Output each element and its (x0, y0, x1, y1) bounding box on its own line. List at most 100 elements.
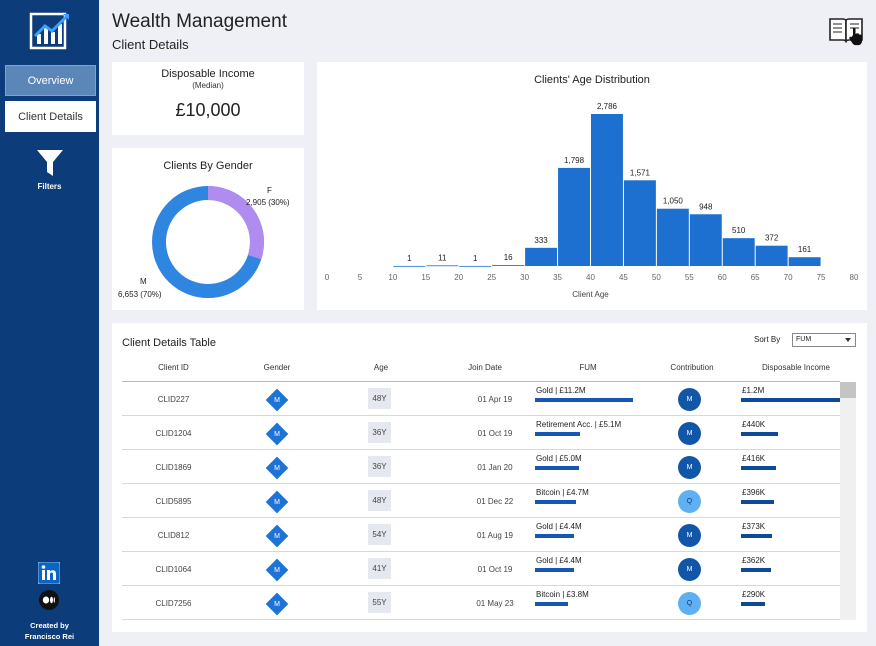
sort-by-dropdown[interactable]: FUM (792, 333, 856, 347)
join-date-cell: 01 Oct 19 (477, 565, 513, 574)
table-row[interactable]: CLID7256 M 55Y 01 May 23 Bitcoin | £3.8M Q £29… (122, 586, 840, 620)
fum-cell: Gold | £4.4M (536, 522, 582, 531)
table-scrollbar[interactable] (840, 382, 856, 620)
join-date-cell: 01 Jan 20 (477, 463, 513, 472)
gender-cell: M (274, 532, 280, 540)
author-credit: Created by Francisco Rei (0, 620, 99, 642)
filter-funnel-icon (36, 150, 63, 176)
disposable-income-bar (741, 500, 774, 504)
fum-cell: Retirement Acc. | £5.1M (536, 420, 622, 429)
sort-by-value: FUM (796, 336, 812, 343)
x-tick-label: 80 (850, 273, 859, 282)
client-id-cell: CLID5895 (155, 497, 192, 506)
nav-overview-button[interactable]: Overview (5, 65, 96, 96)
contribution-badge: M (678, 388, 701, 411)
age-bar[interactable] (591, 114, 623, 266)
fum-cell: Gold | £5.0M (536, 454, 582, 463)
join-date-cell: 01 Apr 19 (477, 395, 513, 404)
disposable-income-bar (741, 602, 765, 606)
age-cell: 36Y (368, 422, 391, 443)
x-tick-label: 0 (325, 273, 330, 282)
contribution-badge: M (678, 524, 701, 547)
gender-cell: M (274, 396, 280, 404)
fum-bar (535, 534, 574, 538)
age-cell: 55Y (368, 592, 391, 613)
contribution-badge: Q (678, 592, 701, 615)
contribution-badge: M (678, 558, 701, 581)
gender-card-title: Clients By Gender (163, 160, 253, 172)
age-bar-label: 372 (765, 234, 779, 243)
income-card-subtitle: (Median) (192, 81, 224, 90)
filters-label: Filters (37, 182, 62, 191)
x-tick-label: 30 (520, 273, 529, 282)
age-bar-label: 2,786 (597, 102, 618, 111)
linkedin-icon[interactable] (37, 561, 61, 585)
join-date-cell: 01 May 23 (476, 599, 514, 608)
age-bar-label: 1 (407, 254, 412, 263)
sidebar: Overview Client Details Filters Created … (0, 0, 99, 646)
contribution-badge: M (678, 456, 701, 479)
age-bar[interactable] (656, 208, 689, 266)
page-subtitle: Client Details (112, 37, 189, 52)
age-bar[interactable] (558, 167, 590, 266)
income-card-title: Disposable Income (161, 68, 255, 80)
x-tick-label: 5 (358, 273, 363, 282)
fum-bar (535, 500, 576, 504)
table-row[interactable]: CLID1064 M 41Y 01 Oct 19 Gold | £4.4M M £362K (122, 552, 840, 586)
medium-icon[interactable] (38, 589, 60, 611)
fum-bar (535, 466, 579, 470)
age-bar[interactable] (426, 265, 459, 267)
client-id-cell: CLID1204 (155, 429, 192, 438)
age-bar[interactable] (755, 245, 788, 266)
gender-cell: M (274, 566, 280, 574)
age-bar[interactable] (393, 265, 426, 267)
age-bar-label: 333 (534, 236, 548, 245)
table-row[interactable]: CLID1204 M 36Y 01 Oct 19 Retirement Acc. | £… (122, 416, 840, 450)
age-bar[interactable] (722, 238, 755, 266)
table-scrollbar-thumb[interactable] (840, 382, 856, 398)
client-id-cell: CLID227 (157, 395, 190, 404)
x-axis-label: Client Age (572, 290, 609, 299)
donut-slice-f[interactable] (152, 186, 264, 298)
disposable-income-cell: £373K (742, 522, 766, 531)
disposable-income-card: Disposable Income (Median) £10,000 (112, 62, 304, 135)
gender-cell: M (274, 464, 280, 472)
gender-m-letter: M (140, 277, 147, 286)
age-cell: 48Y (368, 490, 391, 511)
credit-line-1: Created by (30, 621, 69, 630)
x-tick-label: 35 (553, 273, 562, 282)
age-bar-label: 1,050 (663, 197, 684, 206)
table-row[interactable]: CLID812 M 54Y 01 Aug 19 Gold | £4.4M M £373K (122, 518, 840, 552)
table-row[interactable]: CLID5895 M 48Y 01 Dec 22 Bitcoin | £4.7M Q £39… (122, 484, 840, 518)
fum-cell: Gold | £11.2M (536, 386, 586, 395)
disposable-income-cell: £416K (742, 454, 766, 463)
age-bar[interactable] (689, 214, 722, 266)
filters-button[interactable]: Filters (0, 148, 99, 191)
col-header-disposable-income: Disposable Income (761, 363, 831, 372)
x-tick-label: 60 (718, 273, 727, 282)
age-bar[interactable] (623, 180, 656, 266)
fum-cell: Bitcoin | £3.8M (536, 590, 589, 599)
col-header-age: Age (373, 363, 389, 372)
age-bar[interactable] (525, 247, 558, 266)
x-tick-label: 40 (586, 273, 595, 282)
age-bar[interactable] (788, 257, 821, 266)
fum-bar (535, 568, 574, 572)
nav-client-details-label: Client Details (18, 110, 83, 123)
x-tick-label: 15 (421, 273, 430, 282)
disposable-income-bar (741, 466, 776, 470)
age-bar[interactable] (459, 265, 492, 267)
sort-by-label: Sort By (754, 335, 781, 344)
book-pointer-icon[interactable] (826, 15, 866, 49)
disposable-income-bar (741, 568, 771, 572)
nav-client-details-button[interactable]: Client Details (5, 101, 96, 132)
fum-cell: Bitcoin | £4.7M (536, 488, 589, 497)
join-date-cell: 01 Oct 19 (477, 429, 513, 438)
age-bar[interactable] (492, 265, 525, 266)
table-row[interactable]: CLID1869 M 36Y 01 Jan 20 Gold | £5.0M M £416K (122, 450, 840, 484)
join-date-cell: 01 Aug 19 (476, 531, 514, 540)
fum-bar (535, 602, 568, 606)
table-row[interactable]: CLID227 M 48Y 01 Apr 19 Gold | £11.2M M £1.2M (122, 382, 841, 416)
disposable-income-cell: £396K (742, 488, 766, 497)
gender-cell: M (274, 600, 280, 608)
